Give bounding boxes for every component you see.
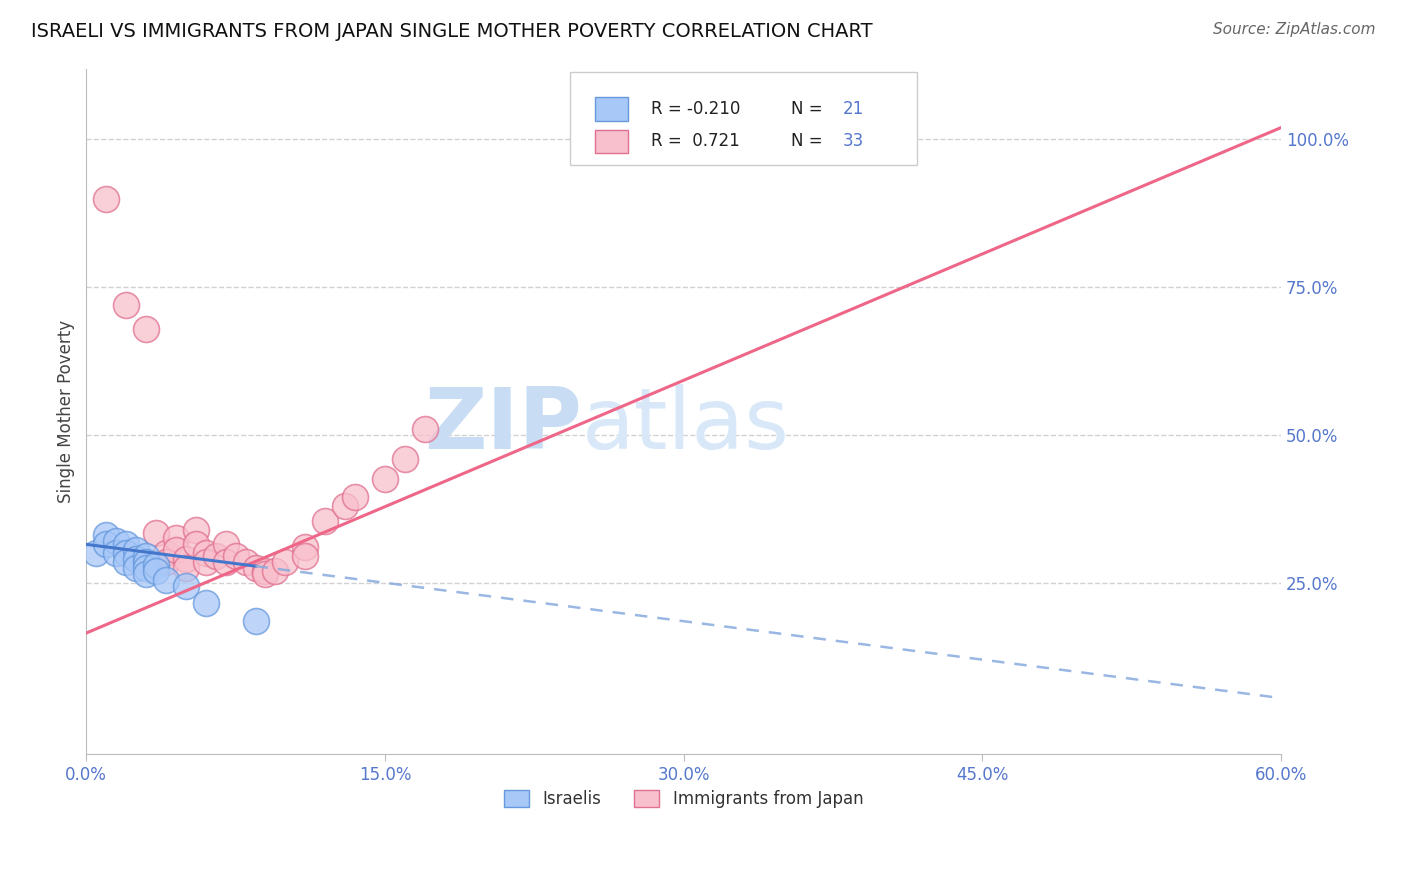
Point [294, 549, 316, 564]
Point [115, 555, 138, 569]
Point [713, 132, 735, 146]
Point [155, 546, 177, 560]
Text: Source: ZipAtlas.com: Source: ZipAtlas.com [1212, 22, 1375, 37]
Point [194, 546, 217, 560]
Text: 21: 21 [842, 100, 863, 118]
Point [115, 537, 138, 551]
Point [84, 546, 107, 560]
Text: R =  0.721: R = 0.721 [651, 132, 740, 150]
Text: R = -0.210: R = -0.210 [651, 100, 741, 118]
Legend: Israelis, Immigrants from Japan: Israelis, Immigrants from Japan [498, 783, 870, 814]
Point [135, 555, 157, 569]
Point [96, 192, 118, 206]
Y-axis label: Single Mother Poverty: Single Mother Poverty [58, 320, 75, 503]
Point [194, 555, 217, 569]
Point [155, 573, 177, 587]
Point [96, 537, 118, 551]
Point [215, 555, 238, 569]
Point [135, 566, 157, 581]
Text: N =: N = [792, 100, 823, 118]
Point [215, 537, 238, 551]
Point [413, 422, 436, 436]
Point [264, 564, 287, 578]
Point [105, 546, 128, 560]
FancyBboxPatch shape [595, 97, 628, 120]
Point [294, 541, 316, 555]
Point [235, 555, 257, 569]
Text: 33: 33 [842, 132, 863, 150]
Point [274, 555, 297, 569]
Text: N =: N = [792, 132, 823, 150]
Text: ISRAELI VS IMMIGRANTS FROM JAPAN SINGLE MOTHER POVERTY CORRELATION CHART: ISRAELI VS IMMIGRANTS FROM JAPAN SINGLE … [31, 22, 873, 41]
Point [115, 298, 138, 312]
FancyBboxPatch shape [595, 129, 628, 153]
Point [115, 546, 138, 560]
Point [125, 561, 148, 575]
Point [204, 549, 226, 564]
Point [174, 579, 197, 593]
Point [174, 561, 197, 575]
Point [125, 552, 148, 566]
Point [394, 451, 416, 466]
Point [174, 552, 197, 566]
Point [184, 523, 207, 537]
Point [245, 561, 267, 575]
Point [135, 549, 157, 564]
Point [333, 499, 356, 513]
Point [184, 537, 207, 551]
Point [145, 525, 167, 540]
Point [254, 564, 277, 578]
Point [135, 561, 157, 575]
Point [145, 558, 167, 572]
Point [155, 555, 177, 569]
Point [194, 597, 217, 611]
Text: atlas: atlas [582, 384, 790, 467]
Point [135, 321, 157, 335]
Point [125, 543, 148, 558]
Point [165, 543, 187, 558]
Text: ZIP: ZIP [425, 384, 582, 467]
Point [225, 549, 247, 564]
Point [314, 514, 336, 528]
Point [145, 564, 167, 578]
Point [245, 614, 267, 628]
Point [105, 534, 128, 549]
Point [344, 490, 367, 504]
Point [96, 528, 118, 542]
FancyBboxPatch shape [569, 72, 917, 164]
Point [374, 472, 396, 486]
Point [165, 532, 187, 546]
Point [254, 566, 277, 581]
